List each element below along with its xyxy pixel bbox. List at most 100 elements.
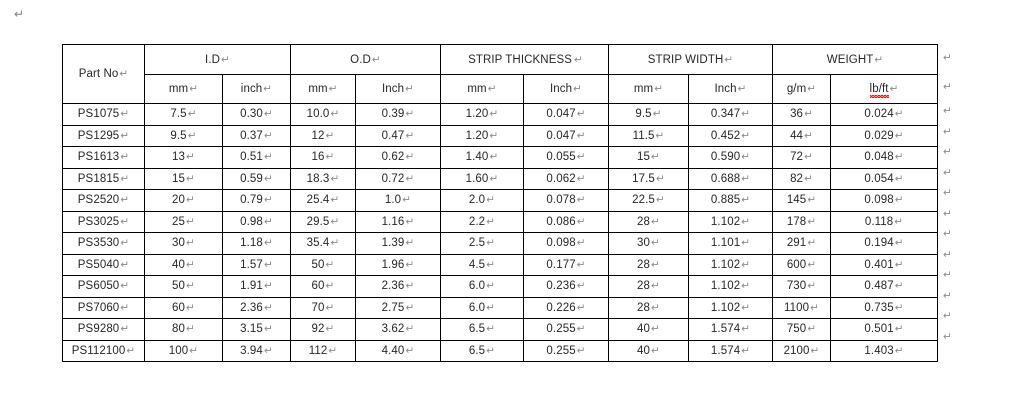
table-cell: 2.2↵ [440,210,524,233]
paragraph-mark: ↵ [186,258,195,271]
paragraph-mark: ↵ [741,172,751,185]
cell-value: 0.51 [240,151,263,164]
cell-value: 13 [172,151,186,164]
cell-part-no: PS3530↵ [62,232,145,255]
paragraph-mark: ↵ [894,172,904,185]
table-row: PS6050↵ 50↵ 1.91↵ 60↵ 2.36↵ 6.0↵ 0.236↵ 28↵ 1.10… [62,275,939,298]
cell-value: 18.3 [306,172,330,185]
cell-value: 72 [790,151,804,164]
header-unit-label: inch [240,83,263,95]
cell-value: 2.2 [468,215,486,228]
table-cell: 0.098↵ [830,189,939,212]
cell-value: 3.94 [240,344,263,357]
paragraph-mark: ↵ [651,280,660,293]
header-label-od: O.D [350,53,371,66]
cell-value: 0.590 [710,151,741,164]
cell-value: 0.048 [864,151,894,164]
paragraph-mark: ↵ [741,323,751,336]
paragraph-mark: ↵ [576,151,586,164]
paragraph-mark: ↵ [724,53,734,66]
paragraph-mark: ↵ [120,215,130,228]
paragraph-mark: ↵ [741,215,751,228]
paragraph-mark: ↵ [263,83,273,95]
table-cell: 9.5↵ [608,103,689,126]
paragraph-mark: ↵ [810,344,820,357]
row-end-mark: ↵ [943,269,952,281]
paragraph-mark: ↵ [894,129,904,142]
table-row: PS7060↵ 60↵ 2.36↵ 70↵ 2.75↵ 6.0↵ 0.226↵ 28↵ 1.10… [62,296,939,319]
cell-value: 0.98 [240,215,263,228]
cell-value: 28 [637,280,651,293]
table-cell: 44↵ [772,124,832,147]
cell-value: 2.5 [468,237,486,250]
table-cell: 0.048↵ [830,146,939,169]
cell-value: PS3530 [77,237,120,250]
cell-value: PS2520 [77,194,120,207]
table-cell: 1100↵ [772,296,832,319]
table-cell: 0.688↵ [687,167,774,190]
table-cell: 1.40↵ [440,146,524,169]
cell-value: 0.30 [240,108,263,121]
cell-value: 1.96 [381,258,405,271]
paragraph-mark: ↵ [325,280,335,293]
cell-value: 0.098 [864,194,894,207]
cell-value: 6.0 [468,301,486,314]
cell-value: PS1295 [77,129,120,142]
table-cell: 28↵ [608,296,689,319]
table-cell: 6.0↵ [440,296,524,319]
cell-value: PS3025 [77,215,120,228]
paragraph-mark: ↵ [486,258,496,271]
cell-value: 0.347 [710,108,741,121]
cell-value: 16 [311,151,325,164]
paragraph-mark: ↵ [651,323,660,336]
table-cell: 25↵ [144,210,223,233]
paragraph-mark: ↵ [186,301,195,314]
paragraph-mark: ↵ [486,344,496,357]
cell-value: PS5040 [77,258,120,271]
paragraph-mark: ↵ [263,344,273,357]
paragraph-mark: ↵ [120,194,130,207]
cell-part-no: PS1295↵ [62,124,145,147]
table-cell: 11.5↵ [608,124,689,147]
table-cell: 2100↵ [772,339,832,362]
paragraph-mark: ↵ [576,258,586,271]
paragraph-mark: ↵ [651,258,660,271]
cell-value: 22.5 [632,194,655,207]
paragraph-mark: ↵ [371,53,381,66]
cell-value: 17.5 [632,172,655,185]
table-cell: 6.5↵ [440,318,524,341]
paragraph-mark: ↵ [263,194,273,207]
row-end-mark: ↵ [943,228,952,240]
paragraph-mark: ↵ [221,53,230,66]
cell-value: 60 [311,280,325,293]
cell-value: 730 [786,280,807,293]
cell-value: 3.62 [381,323,405,336]
cell-value: 29.5 [306,215,330,228]
paragraph-mark: ↵ [576,301,586,314]
row-end-mark: ↵ [943,289,952,302]
table-cell: 40↵ [608,318,689,341]
paragraph-mark: ↵ [325,129,335,142]
table-cell: 0.30↵ [222,103,291,126]
header-cell-unit-id-inch: inch↵ [222,74,291,104]
table-cell: 0.347↵ [687,103,774,126]
cell-value: 0.024 [864,108,894,121]
table-cell: 0.59↵ [222,167,291,190]
paragraph-mark: ↵ [187,129,197,142]
paragraph-mark: ↵ [810,301,820,314]
cell-value: 0.735 [864,301,894,314]
table-cell: 0.401↵ [830,253,939,276]
paragraph-mark: ↵ [405,172,415,185]
table-cell: 36↵ [772,103,832,126]
paragraph-mark: ↵ [325,323,335,336]
paragraph-mark: ↵ [652,108,662,121]
paragraph-mark: ↵ [737,83,747,95]
cell-value: 0.37 [240,129,263,142]
table-row: PS3530↵ 30↵ 1.18↵ 35.4↵ 1.39↵ 2.5↵ 0.098↵ 30↵ 1.… [62,232,939,255]
cell-value: 92 [311,323,325,336]
cell-value: 12 [311,129,325,142]
paragraph-mark: ↵ [576,237,586,250]
paragraph-mark: ↵ [405,344,415,357]
paragraph-mark: ↵ [741,301,751,314]
paragraph-mark: ↵ [486,301,496,314]
